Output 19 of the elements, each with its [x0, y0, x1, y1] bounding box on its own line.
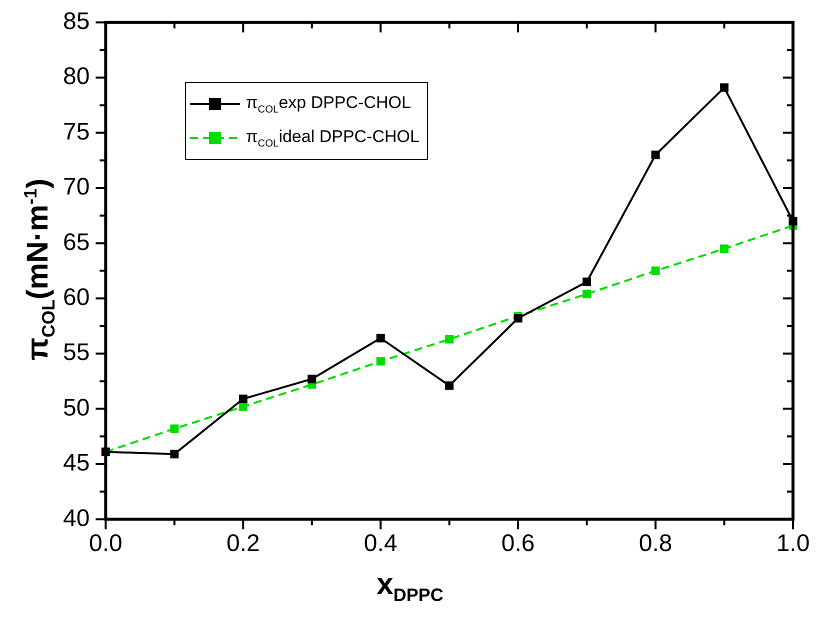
y-tick-label: 80: [62, 63, 90, 90]
x-tick-label: 0.2: [226, 530, 260, 558]
x-tick-label: 0.0: [89, 530, 122, 558]
x-tick-label: 1.0: [776, 530, 810, 558]
y-tick-label: 45: [62, 450, 90, 477]
legend-label: π$_{COL}$ideal DPPC-CHOL: [246, 126, 420, 150]
y-tick-label: 85: [62, 8, 90, 36]
y-tick-label: 50: [62, 394, 90, 422]
x-tick-label: 0.4: [364, 530, 398, 558]
y-tick-label: 65: [62, 228, 90, 256]
y-tick-label: 55: [62, 339, 90, 366]
legend-label: π$_{COL}$exp DPPC-CHOL: [246, 92, 411, 116]
y-tick-label: 40: [62, 504, 90, 532]
x-axis-title: x$_{DPPC}$: [376, 568, 444, 606]
x-tick-label: 0.8: [638, 530, 672, 558]
y-tick-label: 75: [62, 118, 90, 146]
x-tick-label: 0.6: [501, 530, 535, 558]
y-tick-label: 70: [62, 174, 90, 201]
y-tick-label: 60: [62, 284, 90, 312]
